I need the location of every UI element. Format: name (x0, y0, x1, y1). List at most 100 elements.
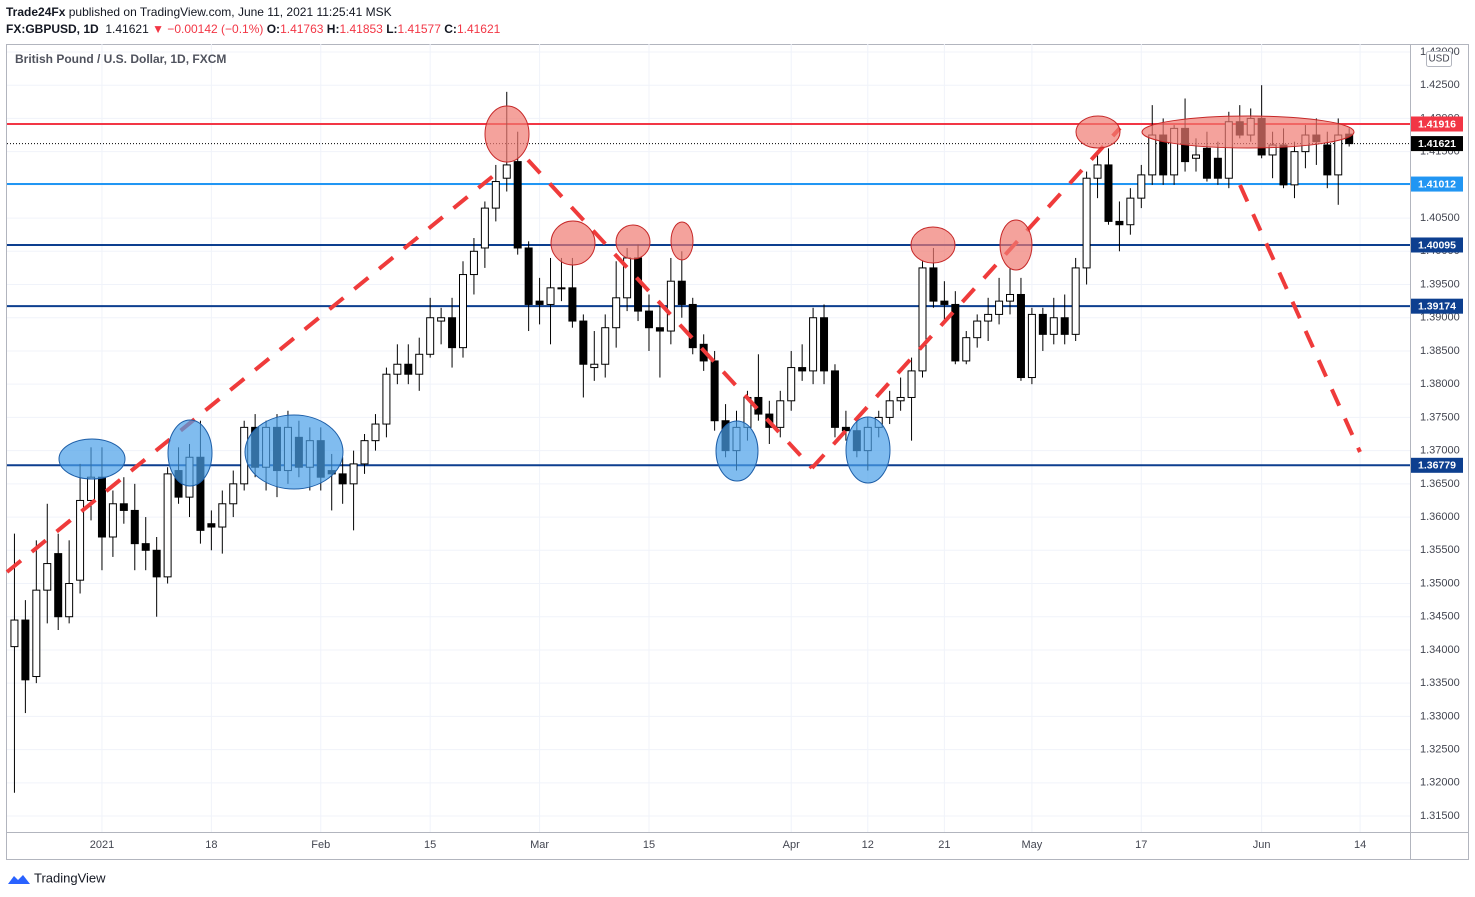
y-tick-label: 1.36000 (1420, 511, 1460, 523)
y-tick-label: 1.36500 (1420, 478, 1460, 490)
candle-body (820, 317, 829, 372)
candle-body (546, 287, 555, 305)
candle-body (579, 320, 588, 365)
publisher: Trade24Fx (6, 5, 66, 19)
candle-body (218, 503, 227, 528)
ellipse (58, 438, 126, 480)
candle-body (710, 360, 719, 422)
candle-body (688, 303, 697, 349)
drawings (5, 105, 1362, 574)
y-tick-label: 1.34000 (1420, 644, 1460, 656)
dashed-trend (5, 170, 500, 574)
candle-body (787, 367, 796, 402)
brand: TradingView (34, 870, 106, 885)
ellipse (484, 105, 530, 163)
chart-frame (6, 44, 1469, 860)
dashed-trend (810, 126, 1122, 470)
candle-body (119, 503, 128, 511)
grid (7, 44, 1410, 832)
dashed-trend (1238, 184, 1362, 453)
candle-body (1060, 317, 1069, 335)
candle-body (1038, 313, 1047, 335)
level-label-box (1411, 457, 1463, 473)
ellipse (910, 226, 956, 264)
candle-body (655, 327, 664, 332)
y-tick-label: 1.35500 (1420, 544, 1460, 556)
candle-body (612, 297, 621, 329)
candle-body (97, 476, 106, 538)
candle-body (448, 317, 457, 349)
close-label: C: (444, 22, 457, 36)
candle-body (130, 509, 139, 545)
candle-body (1006, 293, 1015, 302)
ellipse (615, 224, 651, 260)
axes: 1.31500 1.32000 1.32500 1.33000 1.33500 1.340… (90, 46, 1463, 851)
candle-body (338, 473, 347, 485)
candle-body (32, 589, 41, 678)
candle-body (798, 367, 807, 372)
ellipse (167, 419, 213, 487)
candle-body (491, 181, 500, 209)
y-tick-label: 1.35000 (1420, 577, 1460, 589)
y-tick-label: 1.33000 (1420, 710, 1460, 722)
candle-body (458, 274, 467, 349)
candle-body (962, 337, 971, 362)
ellipse (999, 219, 1033, 271)
price-change: ▼ −0.00142 (−0.1%) (152, 22, 264, 36)
candle-body (666, 280, 675, 332)
candle-body (1290, 151, 1299, 186)
level-label: 1.36779 (1418, 460, 1456, 472)
x-tick-label: 14 (1354, 839, 1366, 851)
level-label: 1.41621 (1418, 138, 1456, 150)
candle-body (415, 353, 424, 375)
level-label: 1.41916 (1418, 118, 1456, 130)
candle-body (1279, 144, 1288, 186)
candle-body (590, 363, 599, 369)
currency: USD (1428, 54, 1449, 65)
candle-body (1093, 164, 1102, 179)
y-tick-label: 1.37500 (1420, 411, 1460, 423)
candle-body (535, 300, 544, 305)
level-label: 1.39174 (1418, 300, 1456, 312)
y-tick-label: 1.37000 (1420, 445, 1460, 457)
candle-body (1192, 154, 1201, 159)
y-tick-label: 1.39000 (1420, 312, 1460, 324)
candle-body (480, 207, 489, 249)
low-label: L: (386, 22, 398, 36)
y-tick-label: 1.38000 (1420, 378, 1460, 390)
candle-body (1213, 157, 1222, 179)
candle-body (1071, 267, 1080, 335)
candle-body (984, 313, 993, 322)
y-tick-label: 1.32500 (1420, 744, 1460, 756)
candle-body (885, 400, 894, 418)
ellipse (550, 220, 596, 266)
close-value: 1.41621 (456, 22, 501, 36)
candle-body (568, 287, 577, 322)
candle-body (141, 543, 150, 551)
symbol-line: FX:GBPUSD, 1D 1.41621 ▼ −0.00142 (−0.1%)… (6, 22, 500, 36)
level-label-box (1411, 298, 1463, 314)
candle-body (557, 287, 566, 290)
candle-body (360, 440, 369, 465)
x-tick-label: Mar (530, 839, 549, 851)
ellipse (670, 221, 694, 261)
y-tick-label: 1.42500 (1420, 79, 1460, 91)
candle-body (601, 327, 610, 365)
ellipse (845, 416, 891, 484)
candle-body (21, 619, 30, 681)
publish-line: Trade24Fx published on TradingView.com, … (6, 5, 392, 19)
open-value: 1.41763 (280, 22, 324, 36)
candle-body (951, 303, 960, 362)
open-label: O: (266, 22, 281, 36)
candle-body (207, 523, 216, 528)
ellipse (715, 420, 759, 482)
trend-dashes (5, 126, 1362, 574)
y-tick-label: 1.32000 (1420, 777, 1460, 789)
high-value: 1.41853 (339, 22, 383, 36)
level-label: 1.40095 (1418, 239, 1456, 251)
candle-body (995, 300, 1004, 315)
candle-body (907, 370, 916, 398)
x-tick-label: Apr (783, 839, 800, 851)
